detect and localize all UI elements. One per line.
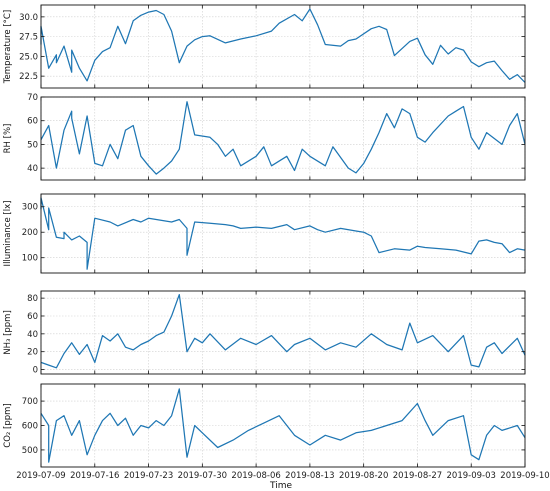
plot-frame	[40, 193, 526, 274]
y-tick-label: 60	[27, 117, 38, 127]
y-tick-label: 100	[22, 254, 38, 264]
chart-panel-1: 22.5 25.0 27.5 30.0 Temperature [°C]	[3, 4, 526, 89]
y-tick-label: 20	[27, 348, 38, 358]
y-tick-label: 500	[22, 446, 38, 456]
y-tick-label: 0	[33, 366, 38, 376]
y-tick-label: 22.5	[19, 72, 38, 82]
chart-panel-4: 0 20 40 60 80 NH₃ [ppm]	[3, 290, 526, 376]
y-axis-label: Temperature [°C]	[3, 10, 13, 84]
chart-panels: 22.5 25.0 27.5 30.0 Temperature [°C] 40 50 60 70…	[3, 4, 526, 468]
x-tick-label: 2019-08-20	[339, 471, 388, 481]
series-line	[40, 8, 526, 83]
y-axis-label: RH [%]	[3, 124, 13, 154]
y-tick-label: 30.0	[19, 13, 38, 23]
series-line	[40, 101, 526, 175]
x-tick-label: 2019-09-03	[447, 471, 496, 481]
y-tick-label: 200	[22, 228, 38, 238]
series-line	[40, 388, 526, 463]
plot-frame	[40, 290, 526, 375]
y-tick-label: 600	[22, 422, 38, 432]
y-axis-label: NH₃ [ppm]	[3, 310, 13, 355]
y-tick-label: 25.0	[19, 52, 38, 62]
y-tick-label: 80	[27, 294, 38, 304]
x-tick-label: 2019-08-27	[393, 471, 442, 481]
x-tick-label: 2019-07-16	[70, 471, 119, 481]
series-line	[40, 197, 526, 270]
x-axis-label: Time	[269, 481, 292, 491]
y-tick-label: 70	[27, 93, 38, 103]
x-tick-label: 2019-08-06	[231, 471, 280, 481]
plot-frame	[40, 4, 526, 89]
x-tick-label: 2019-07-09	[16, 471, 65, 481]
chart-panel-5: 500 600 700 CO₂ [ppm]	[3, 383, 526, 468]
x-tick-label: 2019-07-30	[178, 471, 227, 481]
y-tick-label: 700	[22, 397, 38, 407]
y-tick-label: 40	[27, 164, 38, 174]
chart-panel-2: 40 50 60 70 RH [%]	[3, 93, 526, 181]
series-line	[40, 293, 526, 369]
x-tick-label: 2019-09-10	[500, 471, 549, 481]
y-tick-label: 27.5	[19, 33, 38, 43]
x-tick-label: 2019-08-13	[285, 471, 334, 481]
y-tick-label: 300	[22, 203, 38, 213]
y-axis-label: Illuminance [lx]	[3, 201, 13, 267]
y-tick-label: 40	[27, 330, 38, 340]
x-tick-label: 2019-07-23	[124, 471, 173, 481]
chart-panel-3: 100 200 300 Illuminance [lx]	[3, 193, 526, 274]
y-axis-label: CO₂ [ppm]	[3, 403, 13, 447]
y-tick-label: 60	[27, 312, 38, 322]
plot-frame	[40, 96, 526, 181]
shared-x-axis: 2019-07-09 2019-07-16 2019-07-23 2019-07-30…	[16, 471, 549, 481]
y-tick-label: 50	[27, 140, 38, 150]
